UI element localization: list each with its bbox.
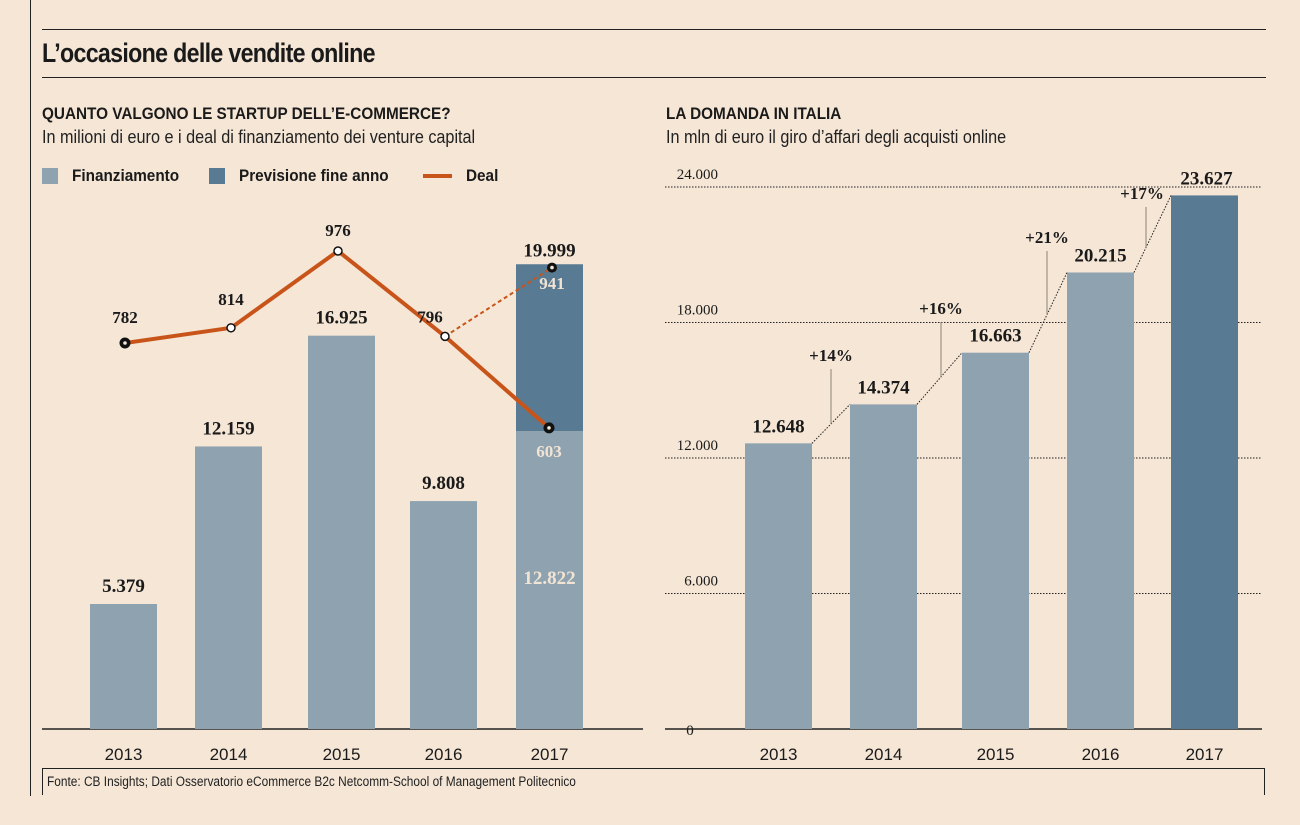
bar-finanziamento-2015 [308, 335, 375, 729]
deal-label-2013: 782 [112, 308, 138, 327]
y-tick-label-18000: 18.000 [677, 303, 718, 319]
title-rule [42, 77, 1266, 78]
x-tick-label-2016: 2016 [1082, 745, 1120, 764]
right-chart-title: LA DOMANDA IN ITALIA [666, 104, 842, 123]
left-chart-legend: Finanziamento Previsione fine anno Deal [42, 166, 520, 186]
left-chart-subtitle: In milioni di euro e i deal di finanziam… [42, 127, 476, 147]
y-tick-label-24000: 24.000 [677, 167, 718, 183]
legend-label: Finanziamento [72, 166, 180, 185]
y-tick-label-0: 0 [686, 723, 694, 739]
growth-label-2: +16% [919, 299, 963, 318]
bar-domanda-2017 [1171, 195, 1238, 729]
deal-point-center [123, 341, 127, 345]
x-tick-label-2017: 2017 [531, 745, 569, 764]
bar-value-label-2015: 16.663 [969, 326, 1021, 347]
growth-label-3: +21% [1025, 228, 1069, 247]
deal-point-2016 [440, 331, 450, 342]
deal-forecast-point-center [550, 265, 554, 270]
x-tick-label-2013: 2013 [760, 745, 798, 764]
bar-value-label-2016: 9.808 [422, 473, 465, 494]
source-note: Fonte: CB Insights; Dati Osservatorio eC… [47, 774, 576, 789]
left-chart-title: QUANTO VALGONO LE STARTUP DELL’E-COMMERC… [42, 104, 451, 123]
x-tick-label-2014: 2014 [210, 745, 248, 764]
bar-domanda-2015 [962, 352, 1029, 729]
deal-label-2017: 603 [536, 442, 562, 461]
bar-previsione-2017 [516, 264, 583, 432]
bar-domanda-2016 [1067, 272, 1134, 729]
growth-connector [916, 352, 963, 405]
legend-previsione: Previsione fine anno [209, 166, 405, 186]
legend-label: Previsione fine anno [239, 166, 389, 185]
right-chart-subtitle: In mln di euro il giro d’affari degli ac… [666, 127, 1007, 147]
y-tick-label-12000: 12.000 [677, 438, 718, 454]
deal-label-2015: 976 [325, 221, 351, 240]
x-tick-label-2016: 2016 [425, 745, 463, 764]
frame-left-border [30, 0, 31, 796]
legend-swatch-previsione [209, 168, 226, 184]
bar-value-label-2013: 12.648 [752, 416, 804, 437]
bar-value-label-2014: 14.374 [857, 377, 910, 398]
legend-finanziamento: Finanziamento [42, 166, 191, 186]
growth-connector [1133, 195, 1172, 273]
legend-swatch-finanziamento [42, 168, 58, 184]
bar-value-label-2014: 12.159 [202, 418, 254, 439]
deal-point-2014 [226, 323, 236, 333]
page-title: L’occasione delle vendite online [42, 38, 376, 68]
x-tick-label-2014: 2014 [865, 745, 903, 764]
y-tick-label-6000: 6.000 [684, 574, 718, 590]
bar-value-label-2013: 5.379 [102, 576, 145, 597]
legend-label: Deal [466, 166, 499, 185]
x-tick-label-2015: 2015 [323, 745, 361, 764]
deal-point-2015 [333, 246, 343, 256]
growth-label-1: +14% [809, 346, 853, 365]
growth-connector [1028, 272, 1068, 353]
source-box [42, 768, 1265, 795]
growth-label-4: +17% [1120, 184, 1164, 203]
top-rule [42, 29, 1266, 30]
deal-label-2016: 796 [417, 307, 443, 326]
bar-finanziamento-2013 [90, 604, 157, 729]
legend-line-deal [423, 174, 453, 178]
bar-total-label-2017: 19.999 [523, 240, 575, 261]
x-tick-label-2015: 2015 [977, 745, 1015, 764]
legend-deal: Deal [423, 166, 502, 186]
bar-finanziamento-2016 [410, 501, 477, 729]
bar-domanda-2014 [850, 404, 917, 729]
x-tick-label-2013: 2013 [105, 745, 143, 764]
deal-label-2014: 814 [218, 290, 244, 309]
bar-value-label-2017: 23.627 [1180, 168, 1233, 189]
bar-value-label-2015: 16.925 [315, 308, 367, 329]
bar-value-label-2017: 12.822 [523, 568, 575, 589]
deal-point-center [547, 426, 551, 430]
bar-finanziamento-2017 [516, 431, 583, 729]
deal-forecast-label: 941 [539, 274, 565, 293]
bar-value-label-2016: 20.215 [1074, 245, 1126, 266]
bar-finanziamento-2014 [195, 446, 262, 729]
x-tick-label-2017: 2017 [1186, 745, 1224, 764]
deal-forecast-line [444, 266, 553, 338]
bar-domanda-2013 [745, 443, 812, 729]
